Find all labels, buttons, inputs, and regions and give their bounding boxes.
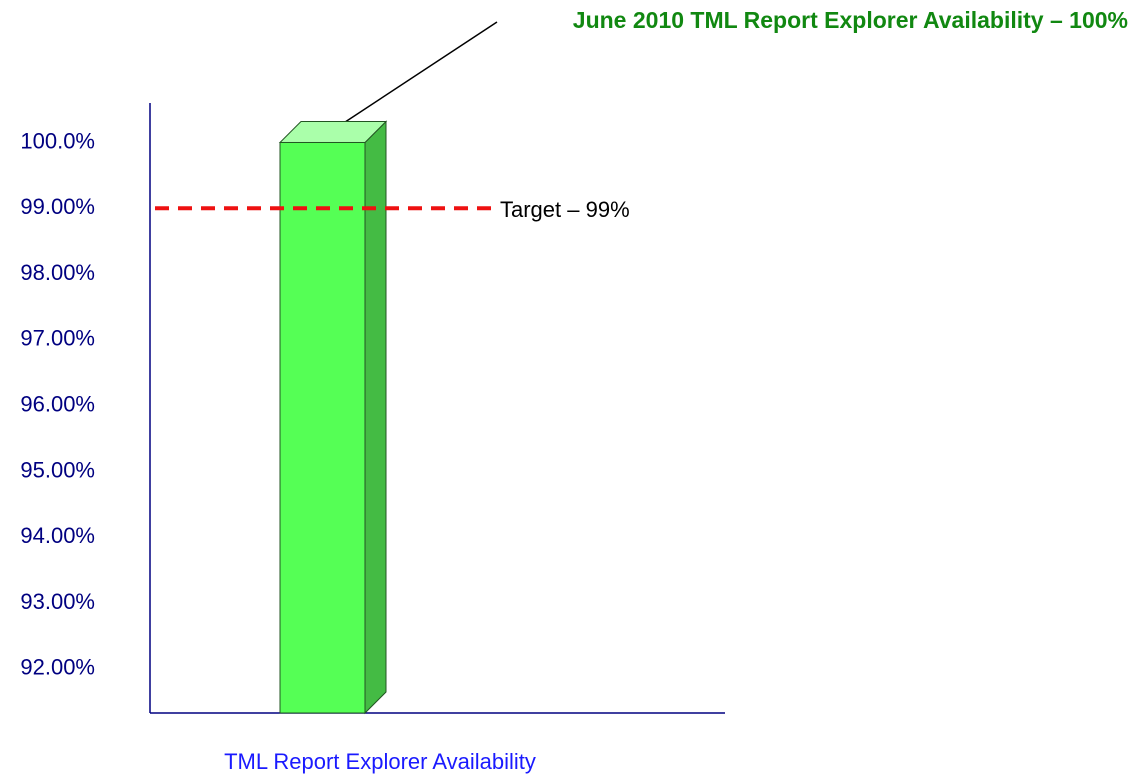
y-tick-label: 96.00% xyxy=(20,392,95,417)
y-tick-label: 100.0% xyxy=(20,128,95,153)
y-tick-label: 98.00% xyxy=(20,260,95,285)
bar xyxy=(279,141,366,714)
leader-line xyxy=(332,21,498,131)
annotation: June 2010 TML Report Explorer Availabili… xyxy=(573,7,1128,33)
y-tick-label: 93.00% xyxy=(20,589,95,614)
y-tick-label: 92.00% xyxy=(20,655,95,680)
y-tick-label: 95.00% xyxy=(20,457,95,482)
target-label: Target – 99% xyxy=(500,197,630,222)
y-tick-label: 99.00% xyxy=(20,194,95,219)
y-tick-label: 94.00% xyxy=(20,523,95,548)
y-tick-label: 97.00% xyxy=(20,326,95,351)
x-tick-label: TML Report Explorer Availability xyxy=(224,749,536,774)
